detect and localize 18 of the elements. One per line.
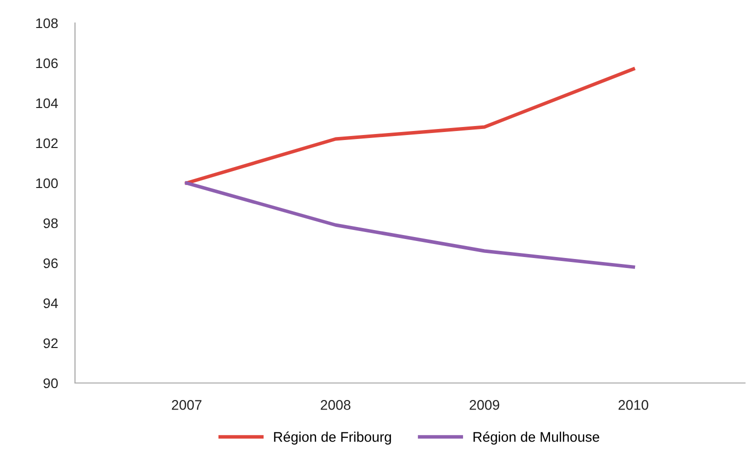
legend-label: Région de Mulhouse <box>474 432 600 445</box>
y-tick-label: 102 <box>36 138 58 148</box>
y-tick-label: 98 <box>44 218 58 228</box>
y-tick-label: 108 <box>36 18 58 28</box>
line-series <box>184 67 636 185</box>
x-tick-label: 2007 <box>172 400 202 410</box>
x-tick-label: 2008 <box>320 400 350 410</box>
legend-label: Région de Fribourg <box>274 432 391 445</box>
y-tick-label: 104 <box>36 98 58 108</box>
y-tick-label: 100 <box>36 178 58 188</box>
y-tick-label: 96 <box>44 258 58 268</box>
x-tick-label: 2009 <box>470 400 500 410</box>
y-tick-label: 94 <box>44 298 58 308</box>
y-tick-label: 92 <box>44 338 58 348</box>
y-tick-label: 106 <box>36 58 58 68</box>
x-tick-label: 2010 <box>618 400 648 410</box>
line-series <box>184 181 636 269</box>
y-tick-label: 90 <box>44 378 58 388</box>
